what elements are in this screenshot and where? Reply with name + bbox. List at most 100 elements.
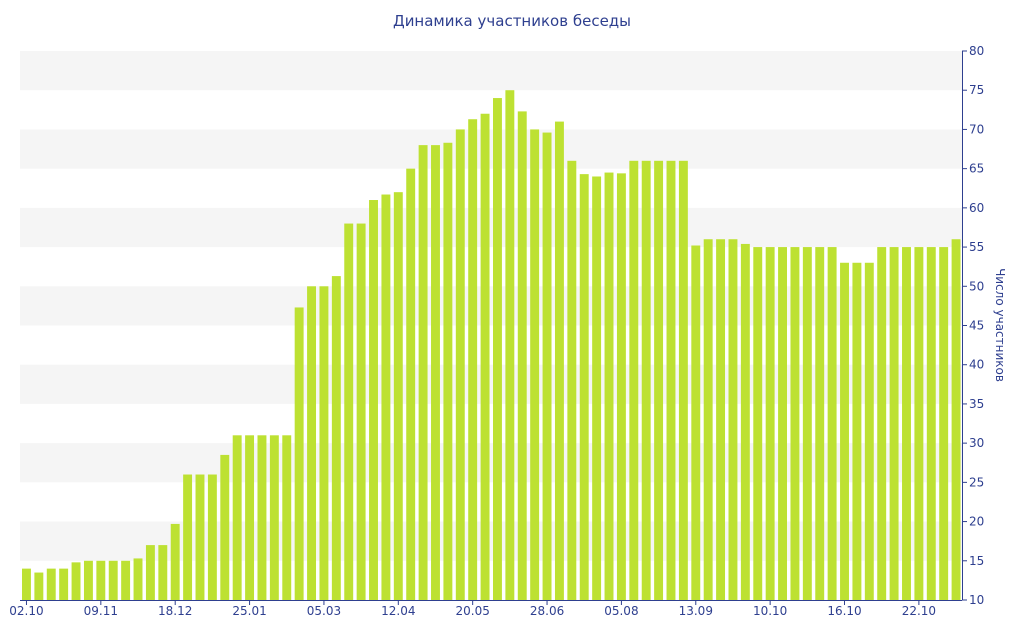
bar [282,435,292,600]
bar [716,239,726,600]
x-tick-label: 12.04 [381,604,415,618]
bar [133,558,143,600]
bar [418,145,428,600]
bar [567,160,577,601]
bar [356,223,366,601]
bar [728,239,738,600]
bar [579,174,589,600]
bar [666,160,676,601]
bar [96,560,106,600]
bar [790,247,800,601]
bar [654,160,664,601]
x-tick-label: 05.08 [604,604,638,618]
bar [22,568,31,600]
y-tick-label: 30 [969,436,984,450]
bar [914,247,924,601]
chart-title: Динамика участников беседы [392,12,632,30]
y-tick-label: 75 [969,83,984,97]
bar [170,523,180,600]
y-tick-label: 40 [969,358,984,372]
bar [852,262,862,600]
bar [344,223,354,601]
bar [493,98,502,601]
x-tick-label: 02.10 [9,604,43,618]
x-tick-label: 20.05 [455,604,489,618]
y-tick-label: 80 [969,44,984,58]
bar [517,111,527,600]
bar [765,247,775,601]
bar [443,142,453,601]
bar [468,119,478,601]
bar [108,560,118,600]
bar [46,568,56,600]
bar [778,247,788,601]
bar [926,247,936,601]
bar [616,173,626,600]
bar [840,262,849,600]
bar [753,247,763,601]
bar [480,113,490,600]
bar [815,247,825,601]
bar [740,243,750,601]
bar [195,474,205,600]
y-tick-label: 50 [969,279,984,293]
bar [232,435,242,600]
bar [207,474,217,600]
bar [381,194,391,600]
bar [431,145,440,600]
x-tick-label: 05.03 [307,604,341,618]
bar [592,176,602,600]
x-tick-label: 13.09 [679,604,713,618]
bar [331,276,341,600]
y-tick-label: 65 [969,162,984,176]
bar [530,129,540,600]
bar [121,560,131,600]
x-tick-label: 10.10 [753,604,787,618]
bar [951,239,961,600]
bar [245,435,255,600]
y-tick-label: 45 [969,319,984,333]
bar [691,245,701,600]
bar [505,90,515,600]
bar [864,262,874,600]
bar [678,160,688,601]
bar [406,168,416,600]
x-tick-label: 25.01 [232,604,266,618]
bar [83,560,93,600]
bar [604,172,614,601]
bar [71,562,81,600]
y-tick-label: 20 [969,515,984,529]
x-tick-label: 18.12 [158,604,192,618]
x-tick-label: 09.11 [84,604,118,618]
y-tick-label: 60 [969,201,984,215]
bar [542,132,552,600]
bar [257,435,267,600]
y-tick-label: 35 [969,397,984,411]
y-tick-label: 25 [969,475,984,489]
bar [294,307,304,600]
bar [59,568,69,600]
bar [703,239,713,600]
bar [319,286,329,600]
x-tick-label: 16.10 [827,604,861,618]
bar [369,200,378,600]
bar [877,247,887,601]
bar [902,247,911,601]
y-tick-label: 70 [969,122,984,136]
bar [455,129,465,600]
bar [220,454,230,600]
bar [34,572,44,600]
bar [393,192,403,600]
x-tick-label: 22.10 [902,604,936,618]
bar [554,121,564,600]
bar [307,286,317,600]
y-tick-label: 10 [969,593,984,607]
bar [827,247,837,601]
bar [145,545,155,600]
bar [629,160,639,601]
y-tick-label: 15 [969,554,984,568]
bar [269,435,279,600]
bar [183,474,193,600]
y-axis-title: Число участников [993,268,1007,382]
